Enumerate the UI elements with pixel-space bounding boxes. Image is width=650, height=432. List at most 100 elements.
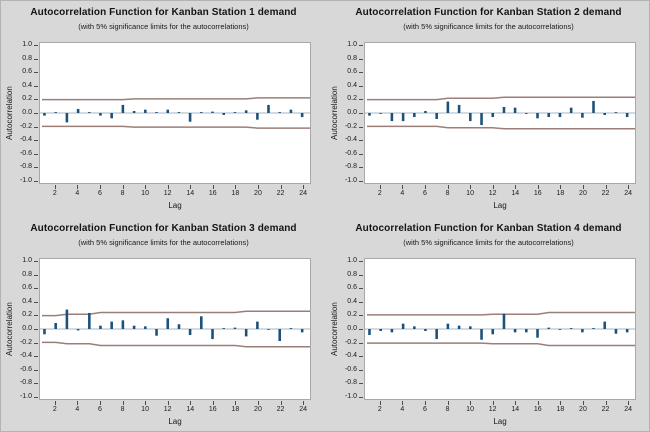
acf-bar-lag-7 <box>435 329 438 340</box>
y-tick-mark <box>359 181 363 182</box>
x-axis-label: Lag <box>168 201 182 210</box>
acf-plot-area <box>39 258 311 400</box>
acf-bar-lag-7 <box>110 321 113 329</box>
acf-bar-lag-13 <box>502 106 506 113</box>
acf-bar-lag-3 <box>390 113 394 122</box>
y-tick-label: -0.8 <box>344 379 357 387</box>
y-tick-mark <box>34 113 38 114</box>
x-tick-mark <box>582 401 584 405</box>
x-tick-label: 18 <box>556 190 565 197</box>
acf-bar-lag-22 <box>278 329 282 342</box>
acf-bar-lag-24 <box>300 113 304 118</box>
acf-bar-lag-13 <box>502 313 506 329</box>
y-tick-mark <box>359 329 363 330</box>
acf-bar-lag-24 <box>300 329 304 333</box>
panel-title: Autocorrelation Function for Kanban Stat… <box>355 7 622 18</box>
lower-significance-limit <box>366 342 635 347</box>
acf-panel-station-2: Autocorrelation Function for Kanban Stat… <box>326 1 649 217</box>
lower-significance-limit <box>41 341 310 348</box>
acf-bar-lag-23 <box>289 328 293 329</box>
acf-bar-lag-5 <box>88 112 91 113</box>
acf-bar-lag-16 <box>211 329 214 340</box>
acf-bar-lag-8 <box>121 320 125 329</box>
x-tick-mark <box>424 401 426 405</box>
x-tick-mark <box>280 185 282 189</box>
x-tick-mark <box>257 401 259 405</box>
y-tick-label: 0.8 <box>22 270 32 278</box>
x-tick-label: 4 <box>75 406 80 413</box>
acf-bar-lag-10 <box>144 109 147 113</box>
acf-bar-lag-10 <box>144 326 147 329</box>
acf-bar-lag-20 <box>581 329 584 333</box>
y-tick-mark <box>34 356 38 358</box>
x-tick-label: 22 <box>276 406 285 413</box>
x-tick-label: 24 <box>624 406 632 413</box>
acf-bar-lag-2 <box>54 322 57 329</box>
x-tick-mark <box>99 185 101 189</box>
x-tick-mark <box>402 185 404 189</box>
acf-bar-lag-20 <box>256 113 259 120</box>
x-tick-mark <box>492 185 494 189</box>
y-tick-label: -0.4 <box>344 136 357 144</box>
acf-bar-lag-14 <box>513 107 517 113</box>
acf-bar-lag-18 <box>233 112 237 113</box>
y-tick-label: 0.2 <box>22 95 32 103</box>
y-tick-label: 0.6 <box>22 68 32 76</box>
y-tick-label: 1.0 <box>22 41 32 48</box>
y-tick-mark <box>34 45 38 46</box>
acf-bar-lag-14 <box>513 329 517 333</box>
x-tick-mark <box>99 401 101 405</box>
acf-bar-lag-18 <box>233 327 237 329</box>
y-tick-label: 0.4 <box>347 297 357 305</box>
x-tick-label: 2 <box>377 190 382 197</box>
panel-subtitle: (with 5% significance limits for the aut… <box>78 238 249 247</box>
acf-bar-lag-21 <box>267 104 270 113</box>
y-tick-mark <box>359 369 363 371</box>
y-tick-mark <box>359 85 363 87</box>
x-tick-mark <box>122 185 124 189</box>
x-tick-label: 6 <box>422 406 427 413</box>
acf-bar-lag-17 <box>547 327 551 329</box>
acf-bar-lag-7 <box>435 113 438 120</box>
acf-bar-lag-4 <box>401 113 405 122</box>
y-tick-mark <box>34 342 38 344</box>
x-tick-label: 18 <box>231 190 240 197</box>
x-tick-label: 20 <box>579 406 587 413</box>
x-tick-label: 14 <box>511 406 520 413</box>
y-tick-mark <box>359 153 363 155</box>
acf-chart-svg <box>365 96 635 130</box>
acf-bar-lag-19 <box>244 329 248 337</box>
acf-bar-lag-21 <box>267 329 270 330</box>
upper-significance-limit <box>41 310 310 317</box>
acf-bar-lag-16 <box>211 111 214 113</box>
acf-bar-lag-14 <box>188 329 192 336</box>
x-tick-mark <box>492 401 494 405</box>
lower-significance-limit <box>41 125 310 129</box>
y-tick-label: -1.0 <box>19 177 32 184</box>
y-tick-mark <box>359 126 363 128</box>
acf-bar-lag-1 <box>368 329 371 336</box>
acf-bar-lag-7 <box>110 113 113 119</box>
y-tick-mark <box>34 181 38 182</box>
x-tick-label: 4 <box>75 190 80 197</box>
y-tick-label: -1.0 <box>19 393 32 400</box>
acf-bar-lag-19 <box>244 110 248 113</box>
x-tick-label: 6 <box>97 406 102 413</box>
x-tick-label: 8 <box>120 190 125 197</box>
x-tick-mark <box>77 401 79 405</box>
x-tick-mark <box>190 401 192 405</box>
acf-bar-lag-21 <box>592 100 595 113</box>
acf-bar-lag-17 <box>547 113 551 118</box>
x-tick-label: 8 <box>120 406 125 413</box>
y-tick-mark <box>34 167 38 169</box>
x-tick-mark <box>145 401 147 405</box>
x-tick-label: 16 <box>533 406 542 413</box>
y-tick-mark <box>359 397 363 398</box>
y-tick-mark <box>34 397 38 398</box>
upper-significance-limit <box>41 97 310 101</box>
y-tick-label: -1.0 <box>344 177 357 184</box>
acf-bar-lag-18 <box>558 329 562 330</box>
panel-title: Autocorrelation Function for Kanban Stat… <box>30 223 297 234</box>
y-tick-mark <box>34 140 38 142</box>
x-tick-label: 8 <box>445 406 450 413</box>
